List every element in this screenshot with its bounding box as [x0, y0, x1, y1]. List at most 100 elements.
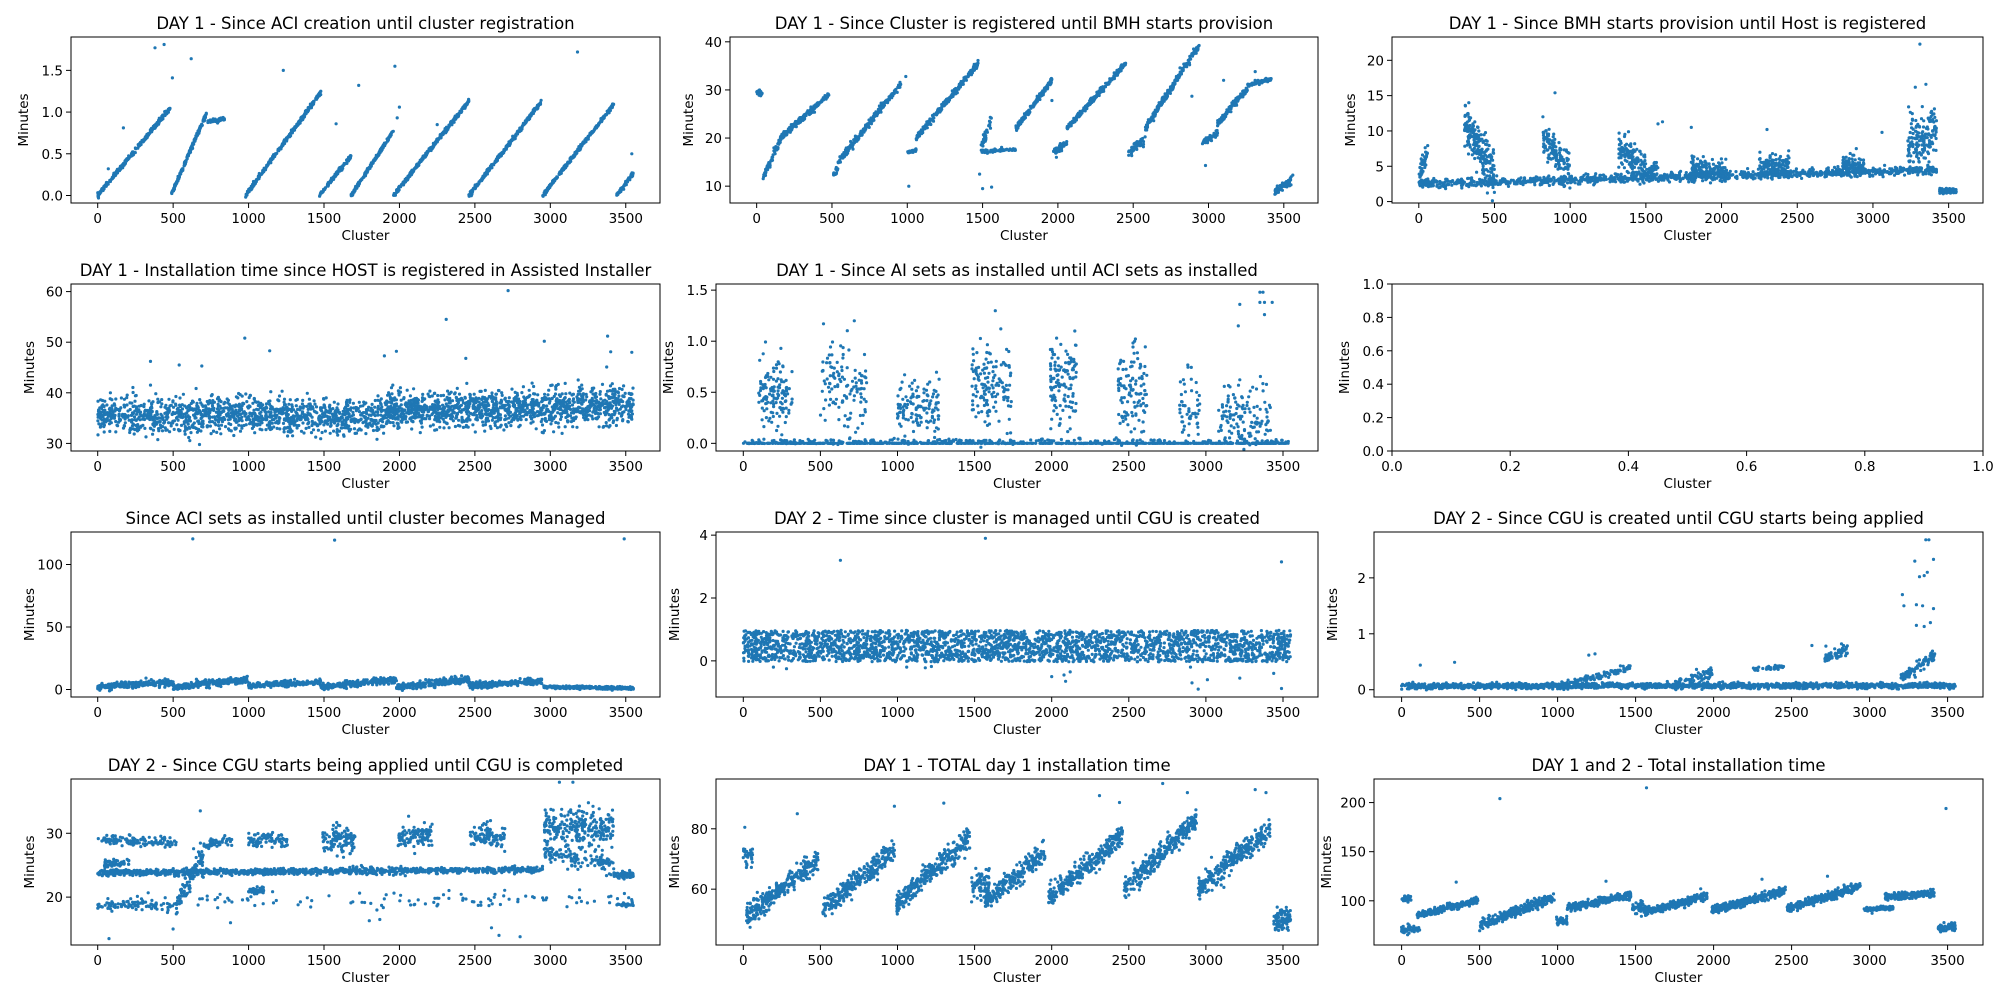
outlier-point [393, 64, 397, 68]
data-point [1027, 111, 1031, 115]
outlier-point [162, 42, 166, 47]
data-point [787, 127, 792, 131]
data-point [427, 149, 431, 153]
data-point [510, 139, 514, 143]
data-point [532, 108, 536, 112]
data-point [941, 101, 946, 105]
data-point [299, 116, 304, 120]
data-point [543, 192, 547, 196]
data-point [825, 95, 829, 99]
data-point [1178, 72, 1182, 76]
data-point [1871, 174, 1875, 178]
data-point [1247, 84, 1251, 88]
data-point [173, 185, 177, 189]
data-point [864, 125, 868, 129]
y-axis-label: Minutes [681, 93, 697, 146]
data-point [249, 187, 253, 191]
data-point [124, 159, 128, 163]
outlier-point [435, 123, 439, 127]
data-point [1122, 62, 1126, 66]
data-point [1063, 143, 1067, 147]
outlier-point [1050, 98, 1054, 103]
data-point [976, 58, 980, 63]
y-tick-label: 30 [705, 83, 722, 99]
data-point [815, 102, 819, 106]
data-point [287, 133, 292, 137]
data-point [167, 107, 171, 111]
data-point [1701, 179, 1705, 183]
data-point [405, 178, 409, 182]
data-point [193, 138, 197, 143]
data-point [485, 172, 489, 176]
data-point [163, 111, 167, 115]
data-point [268, 159, 272, 163]
data-point [1858, 173, 1862, 178]
data-point [1156, 106, 1160, 110]
data-point [371, 159, 376, 163]
data-point [504, 145, 509, 149]
data-point [483, 173, 487, 177]
data-point [957, 87, 961, 91]
data-point [1681, 176, 1685, 180]
data-point [1667, 180, 1672, 184]
data-point [1916, 173, 1920, 177]
data-point [1214, 132, 1218, 136]
data-point [460, 109, 464, 113]
data-point [982, 140, 986, 144]
data-point [1092, 96, 1096, 100]
data-point [1586, 172, 1590, 177]
data-point [319, 191, 324, 195]
data-point [397, 188, 401, 192]
x-axis-label: Cluster [1000, 228, 1048, 244]
data-point [138, 142, 142, 146]
data-point [1275, 184, 1279, 188]
data-point [579, 143, 583, 147]
data-point [1180, 66, 1184, 70]
data-point [562, 166, 566, 170]
y-tick-label: 1.5 [42, 63, 63, 79]
data-point [761, 177, 765, 181]
x-tick-label: 1500 [307, 211, 341, 227]
data-point [218, 118, 222, 122]
data-point [847, 146, 851, 150]
data-point [494, 158, 498, 162]
data-point [304, 108, 308, 112]
data-point [1450, 183, 1454, 187]
data-point [178, 171, 183, 175]
data-point [950, 92, 954, 96]
data-point [925, 122, 930, 126]
x-tick-label: 2500 [1116, 211, 1150, 227]
data-point [801, 118, 805, 122]
data-point [185, 154, 190, 158]
data-point [111, 176, 115, 180]
data-point [1135, 140, 1139, 144]
data-point [1766, 176, 1770, 180]
data-point [157, 116, 161, 120]
data-point [128, 154, 132, 158]
data-point [597, 122, 601, 126]
data-point [393, 192, 397, 196]
data-point [1175, 77, 1179, 81]
data-point [1149, 117, 1153, 121]
data-point [1651, 178, 1655, 182]
data-point [1049, 77, 1053, 81]
data-point [1174, 74, 1178, 79]
outlier-point [1222, 78, 1226, 82]
data-point [529, 112, 534, 116]
data-point [1021, 116, 1025, 120]
data-point [538, 101, 543, 105]
data-point [293, 125, 297, 129]
data-point [1152, 119, 1156, 123]
data-point [1269, 78, 1273, 82]
data-point [526, 116, 530, 120]
data-point [916, 135, 920, 139]
data-point [254, 179, 258, 184]
data-point [1746, 167, 1750, 171]
data-point [142, 138, 146, 142]
data-point [1189, 57, 1193, 61]
data-point [1816, 174, 1820, 178]
data-point [1166, 90, 1170, 95]
data-point [1157, 103, 1161, 107]
outlier-point [170, 76, 174, 80]
data-point [1060, 146, 1064, 151]
